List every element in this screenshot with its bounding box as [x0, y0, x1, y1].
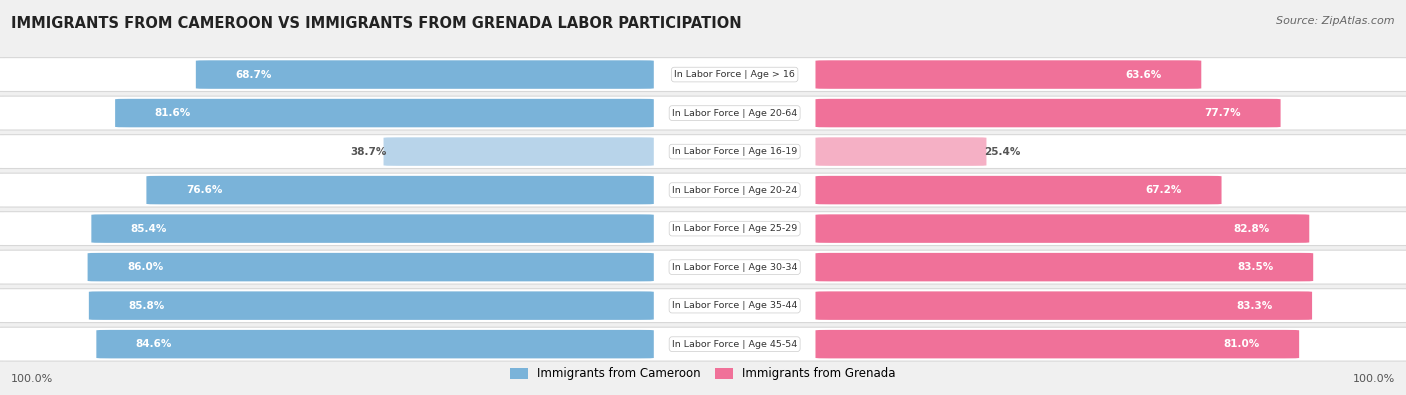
- Text: 67.2%: 67.2%: [1146, 185, 1182, 195]
- Text: Source: ZipAtlas.com: Source: ZipAtlas.com: [1277, 16, 1395, 26]
- Text: 63.6%: 63.6%: [1126, 70, 1161, 79]
- Text: In Labor Force | Age > 16: In Labor Force | Age > 16: [675, 70, 794, 79]
- Text: 77.7%: 77.7%: [1205, 108, 1241, 118]
- FancyBboxPatch shape: [815, 99, 1281, 127]
- FancyBboxPatch shape: [0, 58, 1406, 92]
- Text: In Labor Force | Age 35-44: In Labor Force | Age 35-44: [672, 301, 797, 310]
- FancyBboxPatch shape: [815, 176, 1222, 204]
- Text: 82.8%: 82.8%: [1233, 224, 1270, 233]
- Text: 85.4%: 85.4%: [131, 224, 167, 233]
- Text: 83.3%: 83.3%: [1236, 301, 1272, 310]
- FancyBboxPatch shape: [97, 330, 654, 358]
- FancyBboxPatch shape: [195, 60, 654, 89]
- Text: 85.8%: 85.8%: [128, 301, 165, 310]
- FancyBboxPatch shape: [0, 250, 1406, 284]
- Text: In Labor Force | Age 16-19: In Labor Force | Age 16-19: [672, 147, 797, 156]
- FancyBboxPatch shape: [91, 214, 654, 243]
- FancyBboxPatch shape: [146, 176, 654, 204]
- Text: In Labor Force | Age 20-24: In Labor Force | Age 20-24: [672, 186, 797, 195]
- Legend: Immigrants from Cameroon, Immigrants from Grenada: Immigrants from Cameroon, Immigrants fro…: [506, 363, 900, 385]
- FancyBboxPatch shape: [815, 214, 1309, 243]
- Text: 68.7%: 68.7%: [235, 70, 271, 79]
- FancyBboxPatch shape: [815, 292, 1312, 320]
- FancyBboxPatch shape: [384, 137, 654, 166]
- FancyBboxPatch shape: [115, 99, 654, 127]
- FancyBboxPatch shape: [89, 292, 654, 320]
- FancyBboxPatch shape: [0, 212, 1406, 246]
- Text: IMMIGRANTS FROM CAMEROON VS IMMIGRANTS FROM GRENADA LABOR PARTICIPATION: IMMIGRANTS FROM CAMEROON VS IMMIGRANTS F…: [11, 16, 742, 31]
- Text: 100.0%: 100.0%: [1353, 374, 1395, 384]
- Text: 38.7%: 38.7%: [350, 147, 387, 156]
- Text: In Labor Force | Age 30-34: In Labor Force | Age 30-34: [672, 263, 797, 272]
- FancyBboxPatch shape: [0, 327, 1406, 361]
- FancyBboxPatch shape: [87, 253, 654, 281]
- FancyBboxPatch shape: [0, 289, 1406, 323]
- Text: In Labor Force | Age 45-54: In Labor Force | Age 45-54: [672, 340, 797, 349]
- Text: In Labor Force | Age 20-64: In Labor Force | Age 20-64: [672, 109, 797, 118]
- Text: 86.0%: 86.0%: [127, 262, 163, 272]
- Text: 83.5%: 83.5%: [1237, 262, 1274, 272]
- Text: 100.0%: 100.0%: [11, 374, 53, 384]
- FancyBboxPatch shape: [815, 330, 1299, 358]
- FancyBboxPatch shape: [0, 173, 1406, 207]
- FancyBboxPatch shape: [0, 135, 1406, 169]
- Text: 81.0%: 81.0%: [1223, 339, 1260, 349]
- FancyBboxPatch shape: [0, 96, 1406, 130]
- Text: 81.6%: 81.6%: [155, 108, 191, 118]
- FancyBboxPatch shape: [815, 253, 1313, 281]
- Text: In Labor Force | Age 25-29: In Labor Force | Age 25-29: [672, 224, 797, 233]
- Text: 25.4%: 25.4%: [984, 147, 1019, 156]
- Text: 76.6%: 76.6%: [186, 185, 222, 195]
- Text: 84.6%: 84.6%: [136, 339, 172, 349]
- FancyBboxPatch shape: [815, 137, 987, 166]
- FancyBboxPatch shape: [815, 60, 1201, 89]
